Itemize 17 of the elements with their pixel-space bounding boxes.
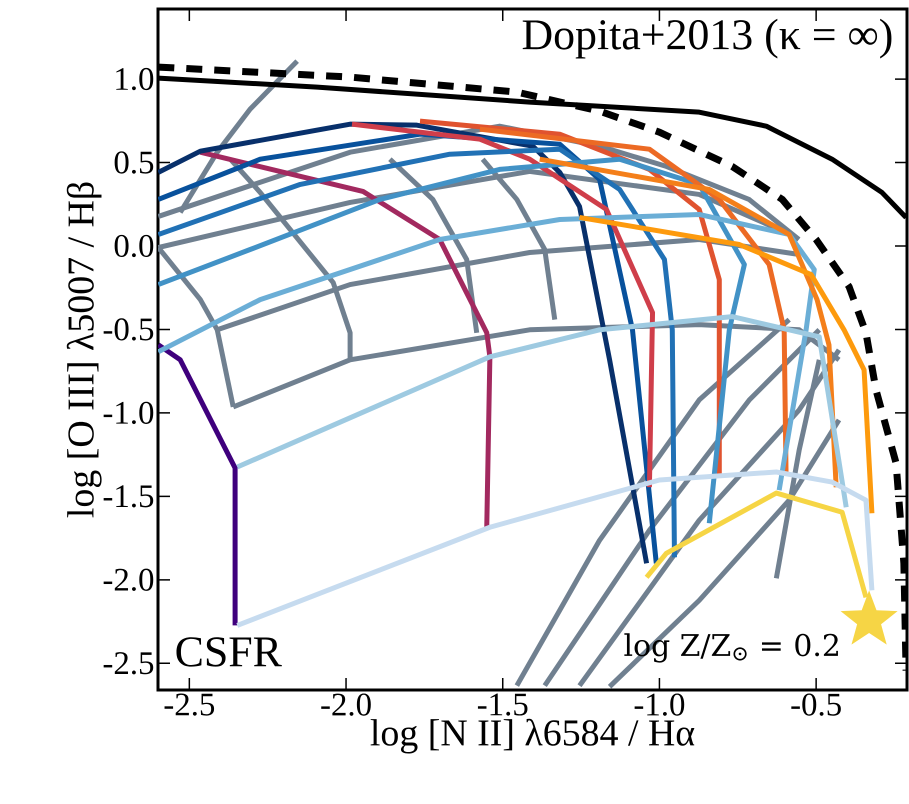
y-tick-label: 1.0 bbox=[116, 68, 154, 90]
y-tick-label: -1.5 bbox=[104, 485, 154, 508]
annotation: CSFR bbox=[176, 637, 282, 667]
y-tick-label: -0.5 bbox=[104, 318, 154, 341]
x-tick-label: -0.5 bbox=[791, 694, 841, 716]
x-tick-label: -2.5 bbox=[164, 694, 214, 716]
x-tick-label: -2.0 bbox=[321, 694, 371, 716]
y-axis-title: log [O III] λ5007 / Hβ bbox=[66, 182, 102, 518]
x-axis-title: log [N II] λ6584 / Hα bbox=[370, 718, 694, 754]
x-tick-label: -1.0 bbox=[634, 694, 684, 716]
y-tick-label: -2.0 bbox=[104, 568, 154, 592]
y-tick-label: 0.0 bbox=[114, 234, 154, 258]
x-tick-label: -1.5 bbox=[478, 694, 528, 716]
y-tick-label: -1.0 bbox=[104, 402, 154, 424]
annotation: Dopita+2013 (κ = ∞) bbox=[522, 18, 892, 58]
y-tick-label: 0.5 bbox=[114, 151, 154, 174]
y-tick-label: -2.5 bbox=[104, 652, 154, 674]
